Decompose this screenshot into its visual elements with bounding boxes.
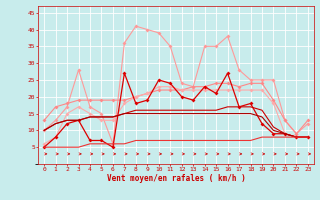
- X-axis label: Vent moyen/en rafales ( km/h ): Vent moyen/en rafales ( km/h ): [107, 174, 245, 183]
